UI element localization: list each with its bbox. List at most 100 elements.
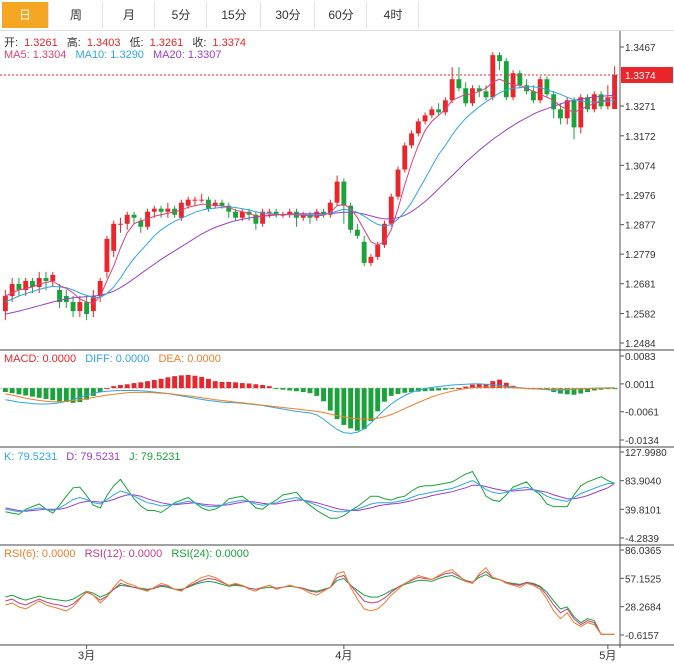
tab-5min[interactable]: 5分 <box>156 2 207 28</box>
candle-0 <box>2 290 8 321</box>
candle-body <box>571 100 577 128</box>
rsi24-legend-value: RSI(24): 0.0000 <box>171 548 249 560</box>
candle-59 <box>402 142 408 173</box>
candle-49 <box>334 175 340 206</box>
candle-body <box>178 202 184 218</box>
candle-16 <box>111 220 117 257</box>
candle-10 <box>70 296 76 318</box>
price-panel: 1.3467 1.3271 1.3172 1.3074 1.2976 1.2877 1.27… <box>0 43 673 350</box>
tab-week[interactable]: 周 <box>50 2 103 28</box>
macd-bar-37 <box>253 384 259 389</box>
candle-68 <box>463 82 469 107</box>
candle-body <box>233 211 238 218</box>
x-tick-label-1: 4月 <box>335 650 352 662</box>
price-tick-label-1: 1.3271 <box>625 102 656 113</box>
macd-bar-42 <box>287 388 293 391</box>
candle-body <box>605 97 611 107</box>
candle-body <box>409 133 414 146</box>
candle-body <box>558 109 563 119</box>
high-value: 1.3403 <box>86 37 121 49</box>
candle-11 <box>77 296 83 318</box>
macd-bar-30 <box>206 378 211 389</box>
candle-body <box>300 214 306 218</box>
macd-bar-83 <box>564 388 570 395</box>
candle-4 <box>30 277 35 294</box>
candle-body <box>131 214 137 218</box>
candle-6 <box>43 271 49 291</box>
candle-body <box>314 211 320 218</box>
candle-body <box>517 73 523 86</box>
candle-55 <box>375 241 381 260</box>
candle-56 <box>382 220 387 248</box>
macd-bar-88 <box>598 388 604 390</box>
rsi-tick-label-0: 86.0365 <box>625 546 662 557</box>
candle-body <box>199 199 205 201</box>
tab-30min[interactable]: 30分 <box>262 2 315 28</box>
kdj-tick-label-0: 127.9980 <box>625 448 667 459</box>
macd-bar-72 <box>490 381 496 389</box>
candle-body <box>510 73 516 98</box>
candle-80 <box>544 76 550 98</box>
macd-bar-24 <box>165 377 171 389</box>
candle-body <box>354 229 360 236</box>
candle-body <box>422 115 428 122</box>
candle-5 <box>36 271 42 294</box>
candle-body <box>266 211 272 213</box>
candle-75 <box>510 70 516 101</box>
candle-67 <box>456 67 462 92</box>
ma20-legend: MA20: 1.3307 <box>153 49 222 61</box>
candle-77 <box>524 79 530 95</box>
candle-body <box>497 55 502 62</box>
candle-45 <box>307 211 313 224</box>
tab-day[interactable]: 日 <box>2 2 49 28</box>
tab-4hour[interactable]: 4时 <box>368 2 419 28</box>
candle-body <box>585 97 590 110</box>
candle-7 <box>50 271 56 287</box>
candle-body <box>327 202 333 215</box>
ma-legend: MA5: 1.3304 MA10: 1.3290 MA20: 1.3307 <box>4 49 228 61</box>
x-tick-label-0: 3月 <box>78 650 95 662</box>
candle-body <box>470 88 475 104</box>
candle-50 <box>341 178 347 224</box>
candle-body <box>124 214 130 224</box>
candle-26 <box>178 199 184 221</box>
macd-bar-75 <box>510 385 516 389</box>
open-label: 开: <box>4 37 19 49</box>
candle-body <box>503 61 509 98</box>
candle-35 <box>239 208 245 221</box>
candle-74 <box>503 58 509 101</box>
candle-48 <box>327 199 333 218</box>
candle-body <box>524 85 530 92</box>
macd-bar-36 <box>246 383 252 389</box>
price-tick-label-2: 1.3172 <box>625 132 656 143</box>
macd-bar-35 <box>239 383 245 389</box>
tab-60min[interactable]: 60分 <box>316 2 367 28</box>
macd-bar-26 <box>178 375 184 389</box>
candle-body <box>104 238 110 272</box>
k-line <box>5 480 615 513</box>
candle-34 <box>233 208 238 221</box>
macd-bar-70 <box>476 383 482 389</box>
candle-body <box>415 121 421 134</box>
tab-15min[interactable]: 15分 <box>208 2 261 28</box>
macd-bar-58 <box>395 388 401 394</box>
candle-body <box>530 91 536 101</box>
macd-bar-65 <box>442 388 448 390</box>
macd-bar-5 <box>36 388 42 398</box>
price-tick-label-5: 1.2877 <box>625 221 656 232</box>
macd-bar-52 <box>354 388 360 431</box>
candle-body <box>84 302 90 315</box>
j-line <box>5 470 615 519</box>
candle-28 <box>192 196 198 206</box>
low-label: 低: <box>129 37 144 49</box>
candle-20 <box>138 217 144 233</box>
candle-body <box>172 208 178 215</box>
candle-body <box>348 205 354 230</box>
candle-29 <box>199 193 205 203</box>
macd-bar-57 <box>388 388 394 396</box>
current-price-badge <box>621 67 673 84</box>
rsi12-line <box>5 570 615 635</box>
candle-46 <box>314 208 320 221</box>
macd-bar-6 <box>43 388 49 399</box>
tab-month[interactable]: 月 <box>104 2 155 28</box>
